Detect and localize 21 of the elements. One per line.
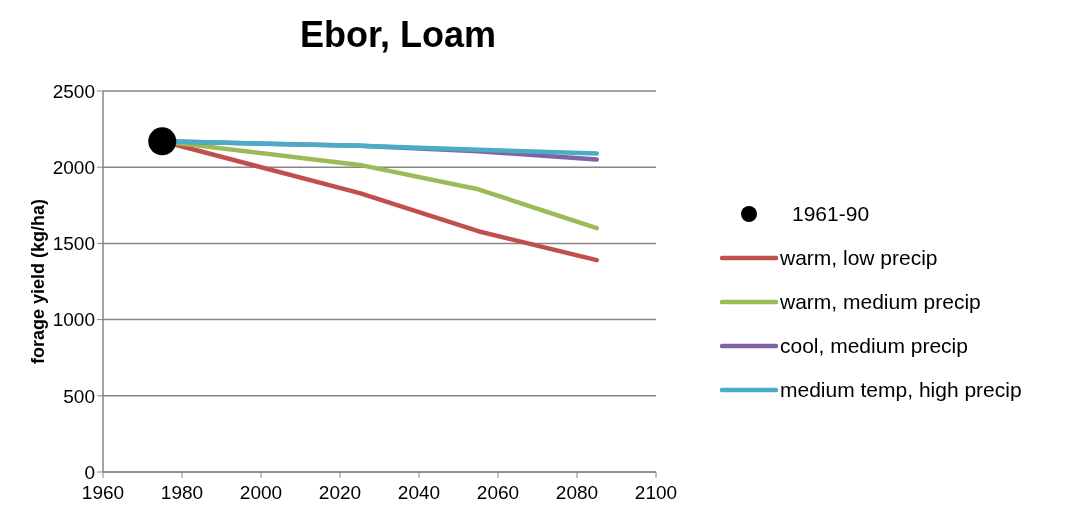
y-tick-label: 2000 [52, 156, 95, 178]
x-tick-label: 2000 [239, 482, 283, 504]
x-tick-label: 1980 [160, 482, 204, 504]
x-tick-label: 1960 [81, 482, 125, 504]
y-tick-label: 0 [84, 461, 95, 483]
x-tick-label: 2060 [476, 482, 520, 504]
y-tick-label: 500 [63, 385, 95, 407]
chart-title: Ebor, Loam [299, 14, 497, 56]
x-tick-label: 2040 [397, 482, 441, 504]
x-tick-label: 2020 [318, 482, 362, 504]
legend-label: 1961-90 [792, 202, 870, 226]
legend-label: medium temp, high precip [780, 378, 1022, 402]
x-tick-label: 2100 [634, 482, 678, 504]
y-tick-label: 1000 [52, 309, 95, 331]
y-axis-title: forage yield (kg/ha) [28, 198, 49, 365]
legend-label: warm, medium precip [780, 290, 981, 314]
legend-label: warm, low precip [780, 246, 938, 270]
y-tick-label: 2500 [52, 80, 95, 102]
x-tick-label: 2080 [555, 482, 599, 504]
legend-label: cool, medium precip [780, 334, 968, 358]
y-tick-label: 1500 [52, 233, 95, 255]
